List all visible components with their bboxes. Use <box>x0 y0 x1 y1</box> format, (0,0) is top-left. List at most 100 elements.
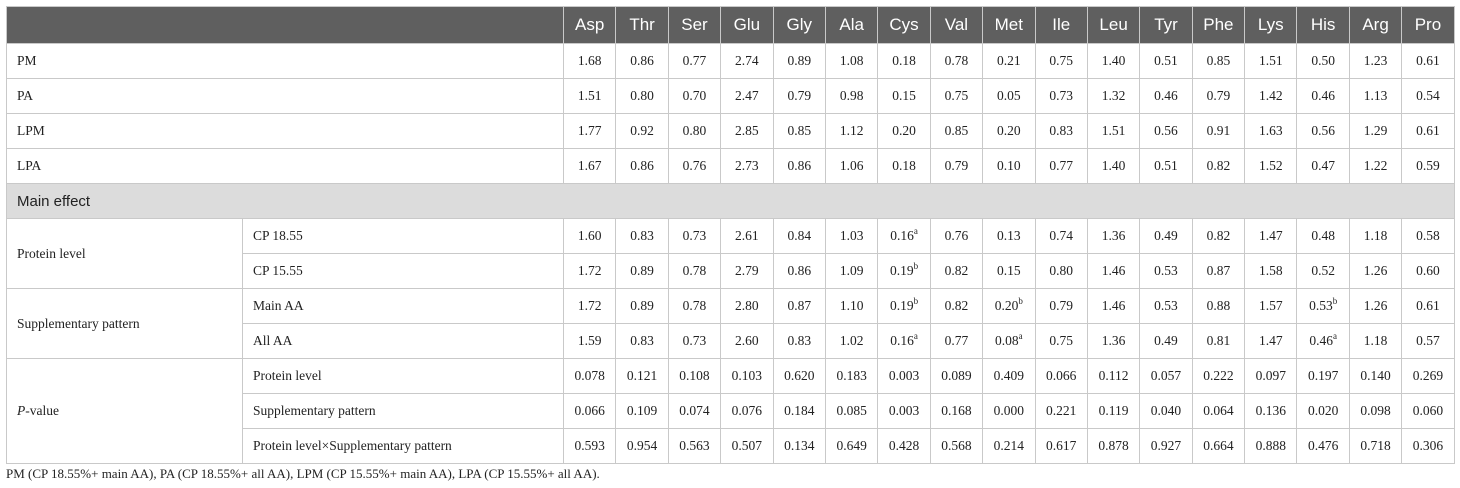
value-cell: 0.48 <box>1296 218 1350 254</box>
value-cell: 0.13 <box>982 218 1036 254</box>
value-cell: 0.75 <box>1034 323 1088 359</box>
value-cell: 1.40 <box>1086 43 1141 79</box>
value-cell: 1.59 <box>562 323 617 359</box>
value-number: 0.003 <box>888 403 920 418</box>
value-cell: 0.103 <box>720 358 774 394</box>
table-container: Asp Thr Ser Glu Gly Ala Cys Val Met Ile Leu Tyr Phe L… <box>6 6 1455 464</box>
value-cell: 1.26 <box>1348 288 1403 324</box>
value-cell: 2.61 <box>720 218 774 254</box>
value-number: 0.066 <box>574 403 605 418</box>
value-number: 0.87 <box>1206 263 1231 278</box>
column-header-ala: Ala <box>824 6 879 44</box>
value-cell: 0.82 <box>1191 148 1246 184</box>
value-number: 0.88 <box>1206 298 1231 313</box>
value-number: 0.60 <box>1416 263 1440 278</box>
value-cell: 1.36 <box>1086 218 1141 254</box>
value-cell: 0.15 <box>982 253 1036 289</box>
column-header-phe: Phe <box>1191 6 1246 44</box>
value-number: 0.089 <box>941 368 972 383</box>
value-cell: 1.18 <box>1348 218 1403 254</box>
value-number: 0.269 <box>1412 368 1444 383</box>
value-cell: 0.61 <box>1401 43 1455 79</box>
value-number: 0.197 <box>1307 368 1339 383</box>
value-cell: 1.47 <box>1244 218 1298 254</box>
significance-superscript: a <box>913 330 918 341</box>
group-label-italic: P <box>17 403 26 418</box>
value-number: 1.72 <box>577 263 602 278</box>
value-number: 0.46 <box>1309 333 1333 348</box>
value-cell: 1.51 <box>1244 43 1298 79</box>
value-cell: 0.563 <box>667 428 722 464</box>
value-cell: 0.76 <box>667 148 722 184</box>
value-cell: 1.03 <box>824 218 879 254</box>
value-cell: 0.10 <box>982 148 1036 184</box>
value-cell: 1.47 <box>1244 323 1298 359</box>
value-cell: 0.076 <box>720 393 774 429</box>
value-cell: 0.56 <box>1296 113 1350 149</box>
value-cell: 1.63 <box>1244 113 1298 149</box>
value-cell: 0.214 <box>982 428 1036 464</box>
value-number: 0.108 <box>679 368 710 383</box>
value-cell: 2.74 <box>720 43 774 79</box>
value-cell: 0.54 <box>1401 78 1455 114</box>
value-number: 0.428 <box>888 438 920 453</box>
value-number: 0.82 <box>944 263 969 278</box>
value-number: 1.18 <box>1363 228 1388 243</box>
value-number: 0.593 <box>574 438 605 453</box>
value-cell: 0.59 <box>1401 148 1455 184</box>
value-cell: 0.140 <box>1348 358 1403 394</box>
value-cell: 1.23 <box>1348 43 1403 79</box>
column-header-val: Val <box>929 6 984 44</box>
value-number: 0.664 <box>1203 438 1234 453</box>
value-cell: 0.53 <box>1139 253 1193 289</box>
value-number: 0.649 <box>836 438 867 453</box>
value-number: 2.61 <box>735 228 759 243</box>
value-number: 0.77 <box>944 333 969 348</box>
value-cell: 0.73 <box>1034 78 1088 114</box>
table-row: Protein level×Supplementary pattern 0.593… <box>7 428 1455 464</box>
value-number: 0.927 <box>1150 438 1182 453</box>
value-cell: 0.221 <box>1034 393 1088 429</box>
value-cell: 0.20b <box>982 288 1036 324</box>
value-cell: 0.75 <box>1034 43 1088 79</box>
value-cell: 0.61 <box>1401 288 1455 324</box>
sub-row-label: CP 15.55 <box>242 253 564 289</box>
value-number: 0.49 <box>1154 333 1178 348</box>
value-cell: 0.21 <box>982 43 1036 79</box>
value-cell: 0.306 <box>1401 428 1455 464</box>
value-cell: 0.87 <box>1191 253 1246 289</box>
value-cell: 0.064 <box>1191 393 1246 429</box>
value-number: 0.563 <box>679 438 710 453</box>
value-cell: 0.089 <box>929 358 984 394</box>
column-header-arg: Arg <box>1348 6 1403 44</box>
value-cell: 0.121 <box>615 358 669 394</box>
value-number: 0.58 <box>1416 228 1440 243</box>
value-cell: 0.86 <box>772 253 826 289</box>
value-cell: 0.184 <box>772 393 826 429</box>
value-number: 0.81 <box>1206 333 1231 348</box>
value-cell: 0.08a <box>982 323 1036 359</box>
value-number: 0.48 <box>1311 228 1335 243</box>
column-header-gly: Gly <box>772 6 826 44</box>
value-number: 1.02 <box>839 333 864 348</box>
value-cell: 0.98 <box>824 78 879 114</box>
value-number: 0.888 <box>1255 438 1286 453</box>
column-header-his: His <box>1296 6 1350 44</box>
value-number: 2.79 <box>735 263 759 278</box>
value-number: 0.76 <box>944 228 969 243</box>
value-number: 0.003 <box>888 368 920 383</box>
value-number: 1.36 <box>1101 228 1126 243</box>
value-number: 0.718 <box>1360 438 1391 453</box>
value-cell: 0.617 <box>1034 428 1088 464</box>
value-cell: 0.954 <box>615 428 669 464</box>
value-number: 0.476 <box>1307 438 1339 453</box>
value-cell: 0.82 <box>929 253 984 289</box>
value-cell: 0.119 <box>1086 393 1141 429</box>
value-number: 0.119 <box>1098 403 1129 418</box>
value-number: 0.064 <box>1203 403 1234 418</box>
value-number: 0.49 <box>1154 228 1178 243</box>
value-number: 0.121 <box>626 368 658 383</box>
value-cell: 1.06 <box>824 148 879 184</box>
value-cell: 0.098 <box>1348 393 1403 429</box>
value-number: 0.306 <box>1412 438 1444 453</box>
